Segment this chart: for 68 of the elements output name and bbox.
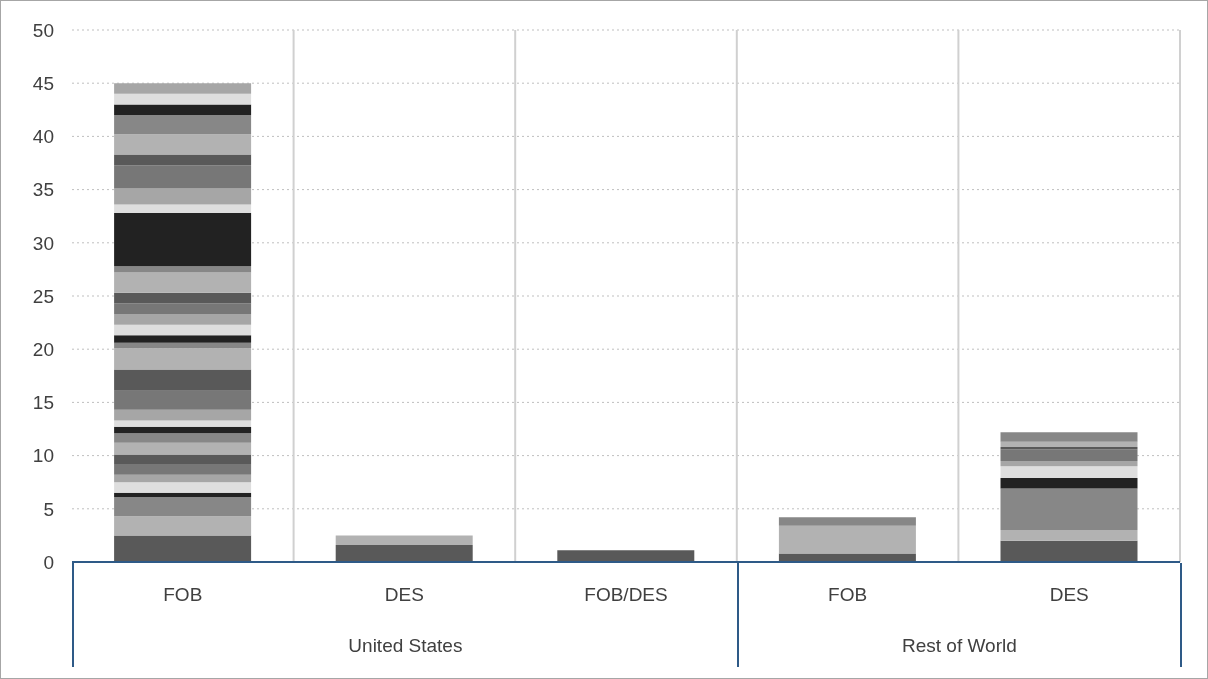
y-tick-label: 15 xyxy=(32,392,54,414)
bar xyxy=(1000,441,1138,448)
bar xyxy=(114,266,252,273)
bar xyxy=(1000,477,1138,489)
bar xyxy=(114,104,252,116)
bar xyxy=(114,433,252,443)
x-tick-label: FOB xyxy=(163,584,203,606)
bar xyxy=(1000,447,1138,450)
bar xyxy=(114,482,252,493)
y-tick-label: 0 xyxy=(43,551,54,573)
bar xyxy=(1000,540,1138,562)
bar xyxy=(1000,449,1138,461)
bar xyxy=(114,324,252,336)
bar xyxy=(1000,530,1138,541)
x-tick-label: FOB xyxy=(828,584,868,606)
text: Rest of World xyxy=(901,635,1018,657)
y-tick-label: 20 xyxy=(32,338,54,360)
y-tick-label: 45 xyxy=(32,72,54,94)
y-tick-label: 35 xyxy=(32,179,54,201)
bar xyxy=(114,409,252,421)
bar xyxy=(114,342,252,349)
bar xyxy=(335,544,473,562)
bar xyxy=(1000,432,1138,442)
bar xyxy=(114,292,252,304)
bar xyxy=(335,535,473,545)
bar xyxy=(1000,488,1138,531)
y-tick-label: 30 xyxy=(32,232,54,254)
bar xyxy=(114,516,252,536)
bar xyxy=(114,442,252,455)
y-tick-label: 40 xyxy=(32,126,54,148)
x-tick-label: DES xyxy=(1049,584,1089,606)
bar xyxy=(557,550,695,562)
y-tick-label: 5 xyxy=(43,498,54,520)
y-tick-label: 10 xyxy=(32,445,54,467)
bar xyxy=(114,535,252,562)
bar xyxy=(114,134,252,155)
bar xyxy=(1000,466,1138,478)
bar xyxy=(778,525,916,554)
bar xyxy=(1000,460,1138,467)
bar xyxy=(114,115,252,135)
bar xyxy=(114,154,252,166)
bar xyxy=(114,492,252,498)
bar xyxy=(114,213,252,267)
text: United States xyxy=(347,635,464,657)
bar xyxy=(114,93,252,105)
bar xyxy=(114,474,252,483)
y-tick-label: 50 xyxy=(32,19,54,41)
bar xyxy=(114,272,252,293)
bar xyxy=(114,426,252,434)
bar xyxy=(114,314,252,325)
bar xyxy=(114,348,252,370)
y-tick-label: 25 xyxy=(32,285,54,307)
bar xyxy=(114,335,252,343)
x-tick-label: DES xyxy=(384,584,424,606)
bar xyxy=(114,464,252,475)
bar xyxy=(114,204,252,214)
bar xyxy=(114,454,252,465)
bar xyxy=(114,83,252,94)
bar xyxy=(114,497,252,517)
bar xyxy=(114,420,252,427)
bar xyxy=(114,369,252,391)
bar xyxy=(778,517,916,526)
x-tick-label: FOB/DES xyxy=(584,584,668,606)
bar xyxy=(114,303,252,315)
bar xyxy=(114,188,252,205)
bar xyxy=(114,390,252,410)
bar xyxy=(778,553,916,562)
bar xyxy=(114,165,252,189)
